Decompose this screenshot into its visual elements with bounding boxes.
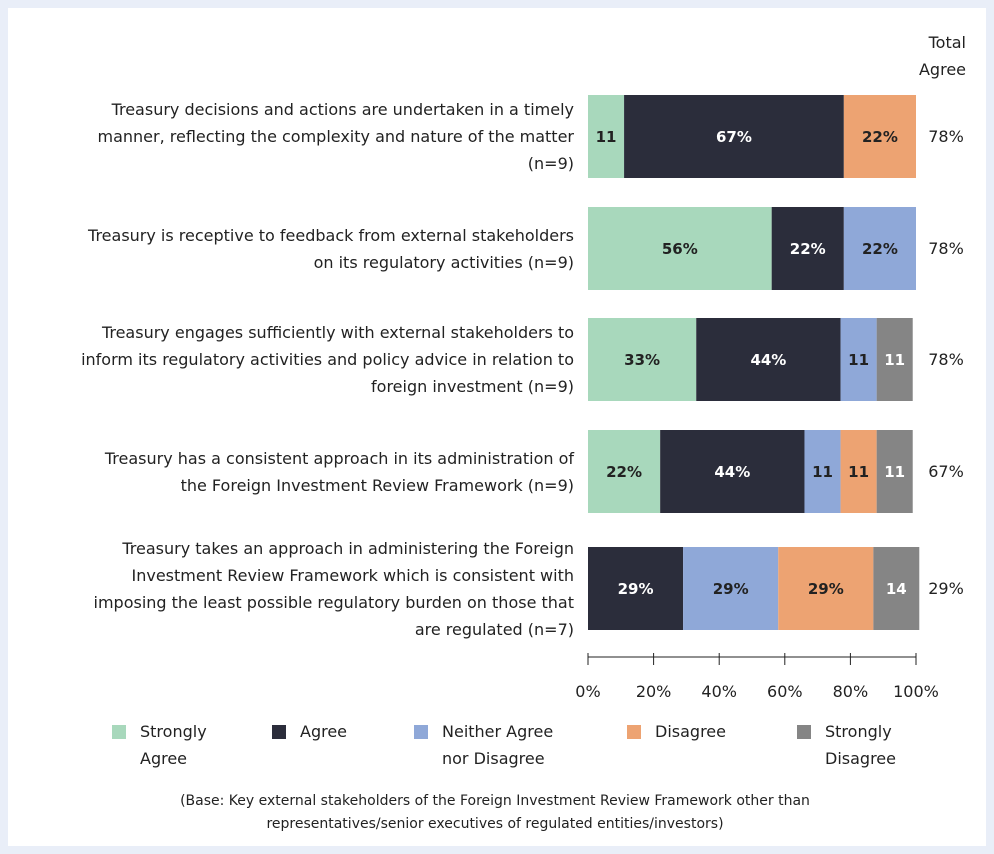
- total-header: Total Agree: [918, 33, 966, 79]
- bar-label: 11: [812, 463, 833, 481]
- bar-label: 11: [884, 351, 905, 369]
- bar-segment: [804, 430, 841, 513]
- bar-label: 22%: [606, 463, 642, 481]
- bar-segment: [876, 318, 913, 401]
- bar-segment: [840, 430, 877, 513]
- bar-segment: [588, 207, 772, 290]
- legend-label: Strongly Disagree: [825, 722, 896, 768]
- category-label: Treasury is receptive to feedback from e…: [88, 225, 574, 272]
- bar-segment: [696, 318, 841, 401]
- legend-swatch: [272, 725, 286, 739]
- x-tick-label: 100%: [893, 682, 939, 701]
- bar-segment: [683, 547, 779, 630]
- bar-segment: [778, 547, 874, 630]
- bar-label: 44%: [714, 463, 750, 481]
- bar-segment: [843, 95, 916, 178]
- bar-segment: [588, 547, 684, 630]
- category-label: Treasury engages sufficiently with exter…: [81, 323, 574, 396]
- category-label: Treasury has a consistent approach in it…: [104, 448, 574, 495]
- legend-label: Neither Agree nor Disagree: [442, 722, 554, 768]
- x-tick-label: 80%: [832, 682, 869, 701]
- bar-segment: [876, 430, 913, 513]
- total-label: 78%: [928, 238, 964, 258]
- total-label: 67%: [928, 461, 964, 481]
- bar-segment: [624, 95, 844, 178]
- bar-label: 22%: [790, 240, 826, 258]
- x-tick-label: 0%: [575, 682, 601, 701]
- legend-swatch: [797, 725, 811, 739]
- bar-label: 67%: [716, 128, 752, 146]
- legend-swatch: [627, 725, 641, 739]
- legend-swatch: [112, 725, 126, 739]
- bar-segment: [588, 95, 625, 178]
- bar-label: 22%: [862, 128, 898, 146]
- bar-label: 44%: [750, 351, 786, 369]
- bar-label: 11: [596, 128, 617, 146]
- bar-label: 11: [884, 463, 905, 481]
- bar-label: 11: [848, 351, 869, 369]
- bar-segment: [588, 318, 697, 401]
- category-label: Treasury decisions and actions are under…: [97, 100, 575, 173]
- total-label: 29%: [928, 578, 964, 598]
- bar-segment: [840, 318, 877, 401]
- legend-label: Strongly Agree: [140, 722, 207, 768]
- x-tick-label: 60%: [767, 682, 803, 701]
- bar-segment: [873, 547, 920, 630]
- bar-segment: [771, 207, 844, 290]
- bar-label: 29%: [713, 580, 749, 598]
- bar-label: 29%: [618, 580, 654, 598]
- bar-label: 22%: [862, 240, 898, 258]
- bar-segment: [660, 430, 805, 513]
- footnote: (Base: Key external stakeholders of the …: [180, 793, 810, 832]
- legend-swatch: [414, 725, 428, 739]
- bar-label: 11: [848, 463, 869, 481]
- bar-label: 56%: [662, 240, 698, 258]
- bar-label: 14: [886, 580, 907, 598]
- bar-segment: [588, 430, 661, 513]
- x-tick-label: 20%: [635, 682, 672, 701]
- bar-label: 29%: [808, 580, 844, 598]
- total-label: 78%: [928, 126, 964, 146]
- x-tick-label: 40%: [701, 682, 737, 701]
- category-label: Treasury takes an approach in administer…: [93, 538, 574, 639]
- bar-segment: [843, 207, 916, 290]
- legend-label: Disagree: [655, 722, 726, 741]
- total-label: 78%: [928, 349, 964, 369]
- legend-label: Agree: [300, 722, 348, 741]
- bar-label: 33%: [624, 351, 660, 369]
